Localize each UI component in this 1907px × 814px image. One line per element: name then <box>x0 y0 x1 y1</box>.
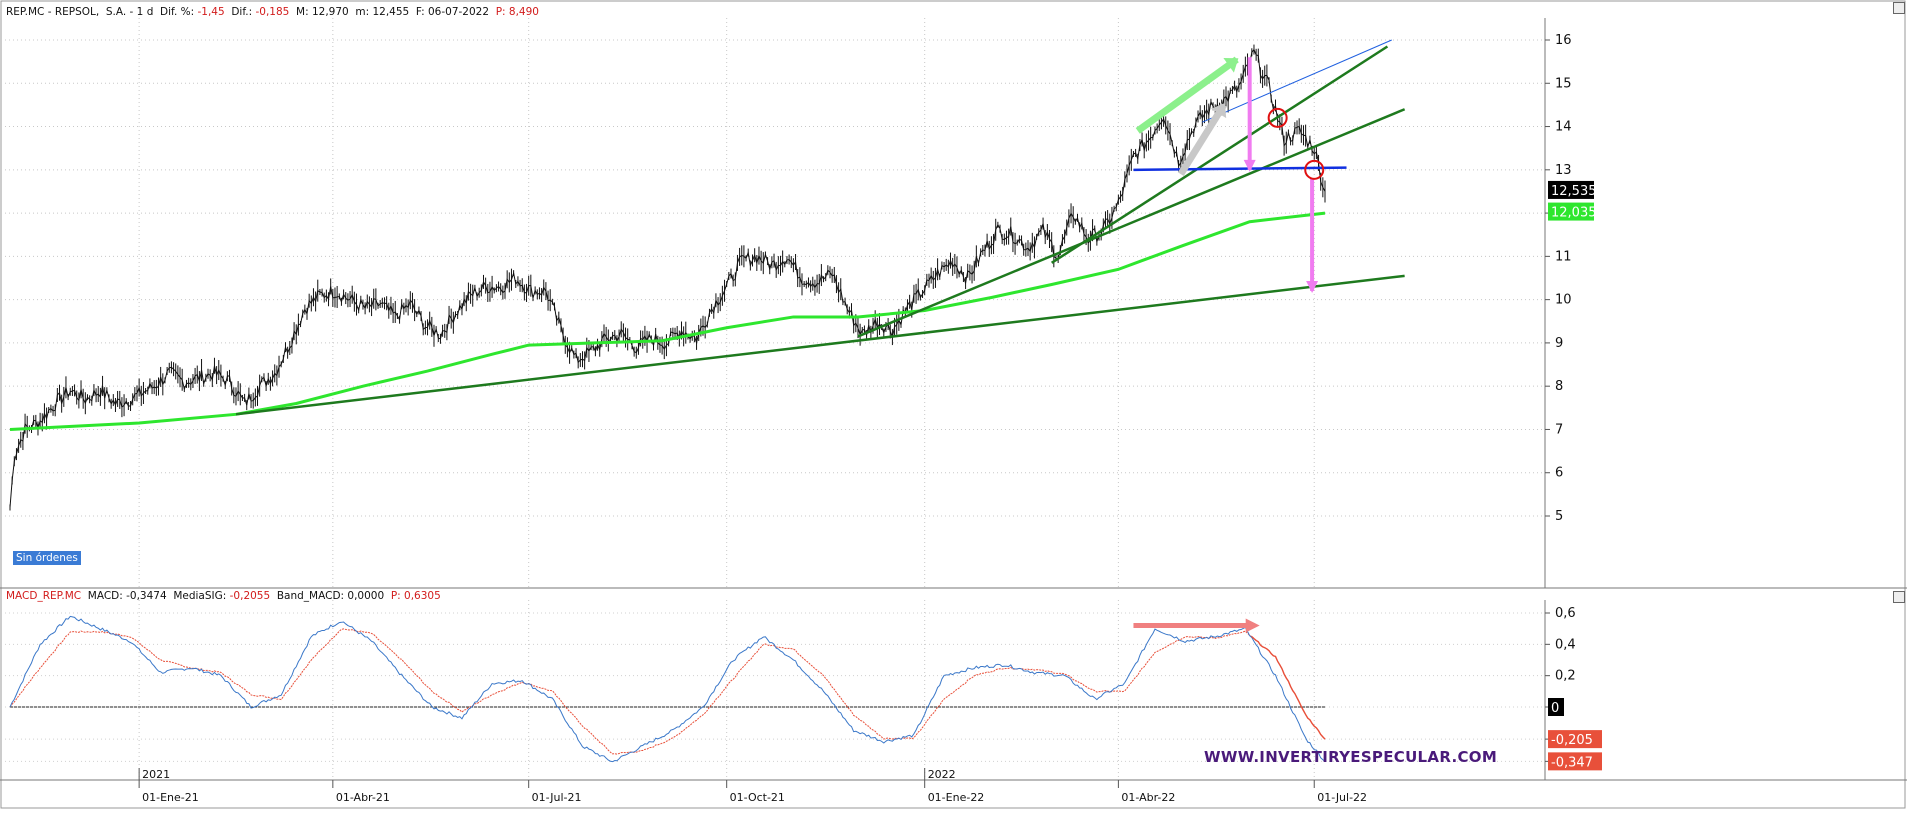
sma-line <box>9 211 1326 431</box>
price-tick-label: 6 <box>1555 466 1563 481</box>
sma-value-tag-bg <box>1548 202 1594 221</box>
macd-value-tag: 0 <box>1551 701 1559 716</box>
macd-segment: MACD_REP.MC <box>6 590 82 602</box>
trend-arrow <box>1177 103 1227 176</box>
macd-header: MACD_REP.MC MACD: -0,3474 MediaSIG: -0,2… <box>6 590 441 602</box>
price-tick-label: 14 <box>1555 120 1572 135</box>
support-line <box>1133 166 1347 172</box>
macd-tick-label: 0,2 <box>1555 669 1576 684</box>
macd-tick-label: 0,6 <box>1555 606 1576 621</box>
red-circle-marker <box>1267 107 1288 128</box>
price-tick-label: 7 <box>1555 422 1563 437</box>
price-segment: -1,45 <box>197 6 225 18</box>
macd-tick-label: 0,4 <box>1555 637 1576 652</box>
trend-arrow-head <box>1210 103 1227 119</box>
macd-segment: Band_MACD: 0,0000 <box>270 590 391 602</box>
date-tick-label: 01-Oct-21 <box>730 791 785 804</box>
price-header: REP.MC - REPSOL, S.A. - 1 d Dif. %: -1,4… <box>6 6 539 18</box>
price-segment: P: 8,490 <box>495 6 539 18</box>
macd-signal-tail <box>1251 636 1326 740</box>
price-segment: -0,185 <box>255 6 290 18</box>
macd-value-tag: -0,347 <box>1551 755 1593 770</box>
macd-line <box>9 615 1326 763</box>
macd-value-tag: -0,205 <box>1551 733 1593 748</box>
price-segment: M: 12,970 m: 12,455 F: 06-07-2022 <box>289 6 496 18</box>
trendline <box>857 108 1406 338</box>
price-segment: REP.MC - REPSOL, S.A. - 1 d Dif. %: <box>6 6 198 18</box>
trend-arrow-head <box>1223 58 1239 73</box>
pink-arrow-head <box>1243 159 1256 172</box>
window-control-icon[interactable] <box>1893 2 1905 14</box>
macd-segment: MACD: -0,3474 MediaSIG: <box>81 590 230 602</box>
price-tick-label: 11 <box>1555 249 1572 264</box>
year-label: 2021 <box>142 768 170 781</box>
macd-value-tag-bg <box>1548 698 1564 716</box>
price-tick-label: 15 <box>1555 76 1572 91</box>
price-tick-label: 10 <box>1555 293 1572 308</box>
last-price-tag-bg <box>1548 180 1594 199</box>
trendline <box>1050 45 1389 264</box>
price-tick-label: 16 <box>1555 33 1572 48</box>
orders-badge[interactable]: Sin órdenes <box>13 551 81 565</box>
date-tick-label: 01-Jul-22 <box>1317 791 1367 804</box>
date-tick-label: 01-Jul-21 <box>532 791 582 804</box>
price-tick-label: 13 <box>1555 163 1572 178</box>
date-tick-label: 01-Abr-22 <box>1121 791 1175 804</box>
red-circle-marker <box>1304 159 1325 180</box>
date-tick-label: 01-Abr-21 <box>336 791 390 804</box>
channel-line <box>1202 39 1392 123</box>
trendline <box>235 274 1405 416</box>
pink-arrow-head <box>1306 280 1319 293</box>
last-price-tag: 12,535 <box>1551 184 1597 199</box>
macd-value-tag-bg <box>1548 752 1602 771</box>
date-tick-label: 01-Ene-22 <box>928 791 985 804</box>
price-tick-label: 5 <box>1555 509 1563 524</box>
year-label: 2022 <box>928 768 956 781</box>
macd-signal-line <box>9 628 1326 755</box>
price-segment: Dif.: <box>224 6 256 18</box>
macd-value-tag-bg <box>1548 730 1602 749</box>
macd-segment: -0,2055 <box>229 590 271 602</box>
macd-segment: P: 0,6305 <box>390 590 441 602</box>
price-tick-label: 9 <box>1555 336 1563 351</box>
trend-arrow <box>1135 56 1239 134</box>
price-tick-label: 8 <box>1555 379 1563 394</box>
date-tick-label: 01-Ene-21 <box>142 791 199 804</box>
divergence-arrow-head <box>1245 618 1260 633</box>
sma-value-tag: 12,035 <box>1551 206 1597 221</box>
watermark: WWW.INVERTIRYESPECULAR.COM <box>1204 748 1498 766</box>
price-line <box>9 48 1326 508</box>
macd-window-control-icon[interactable] <box>1893 591 1905 603</box>
